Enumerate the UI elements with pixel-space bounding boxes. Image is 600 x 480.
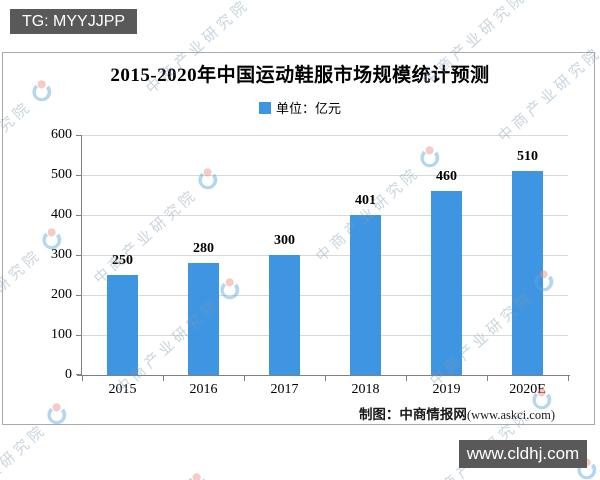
- bar-2015: [107, 275, 138, 375]
- bar-value-label: 510: [517, 149, 538, 164]
- bar-value-label: 460: [436, 169, 457, 184]
- y-axis-label: 600: [51, 127, 72, 142]
- bar-value-label: 280: [193, 241, 214, 256]
- watermark-text: 中商产业研究院: [0, 420, 51, 480]
- x-axis-label: 2016: [189, 382, 218, 397]
- y-axis-label: 300: [51, 247, 72, 262]
- y-axis-tick: [76, 175, 81, 176]
- watermark-item: 中商产业研究院: [78, 470, 212, 480]
- y-axis-label: 500: [51, 167, 72, 182]
- bar-2019: [431, 191, 462, 375]
- x-axis-tick: [487, 376, 488, 381]
- gridline: [82, 215, 568, 216]
- x-axis-tick: [244, 376, 245, 381]
- x-axis-label: 2018: [351, 382, 380, 397]
- x-axis-tick: [568, 376, 569, 381]
- gridline: [82, 135, 568, 136]
- bar-2018: [350, 214, 381, 375]
- y-axis-label: 200: [51, 287, 72, 302]
- y-axis-tick: [76, 374, 81, 375]
- y-axis-label: 0: [65, 367, 72, 382]
- bar-2020E: [512, 171, 543, 375]
- bar-2016: [188, 263, 219, 375]
- y-axis-tick: [76, 295, 81, 296]
- chart-legend: 单位：亿元: [0, 98, 600, 117]
- bar-value-label: 300: [274, 233, 295, 248]
- legend-label: 单位：亿元: [275, 101, 341, 116]
- y-axis-line: [81, 135, 82, 375]
- x-axis-tick: [82, 376, 83, 381]
- y-axis-label: 400: [51, 207, 72, 222]
- x-axis-tick: [325, 376, 326, 381]
- legend-swatch: [258, 101, 271, 114]
- x-axis-tick: [163, 376, 164, 381]
- y-axis-tick: [76, 135, 81, 136]
- gridline: [82, 255, 568, 256]
- x-axis-tick: [406, 376, 407, 381]
- credit-source: 制图：中商情报网: [358, 407, 467, 422]
- x-axis-label: 2019: [432, 382, 461, 397]
- x-axis-label: 2015: [108, 382, 137, 397]
- y-axis-tick: [76, 335, 81, 336]
- chart-title: 2015-2020年中国运动鞋服市场规模统计预测: [110, 65, 490, 86]
- gridline: [82, 175, 568, 176]
- x-axis-label: 2020E: [509, 382, 546, 397]
- y-axis-tick: [76, 255, 81, 256]
- site-banner-bottom-right: www.cldhj.com: [459, 440, 587, 468]
- credit-site-url: (www.askci.com): [466, 408, 555, 422]
- gridline: [82, 295, 568, 296]
- chart-frame: [2, 52, 595, 425]
- chart-credit: 制图：中商情报网(www.askci.com): [359, 403, 555, 424]
- bar-value-label: 401: [355, 192, 376, 208]
- watermark-logo-icon: [187, 473, 207, 480]
- plot-area: 0 100 200 300 400 500 600 250 2015 280 2016 300 2017…: [51, 127, 570, 397]
- y-axis-label: 100: [51, 327, 72, 342]
- promo-banner-top-left: TG: MYYJJPP: [10, 9, 137, 34]
- gridline: [82, 335, 568, 336]
- bar-value-label: 250: [112, 253, 133, 268]
- watermark-text: 中商产业研究院: [468, 474, 581, 480]
- watermark-logo-icon: [245, 0, 275, 5]
- x-axis-line: [77, 375, 570, 376]
- x-axis-label: 2017: [270, 382, 299, 397]
- y-axis-tick: [76, 215, 81, 216]
- bar-2017: [269, 255, 300, 375]
